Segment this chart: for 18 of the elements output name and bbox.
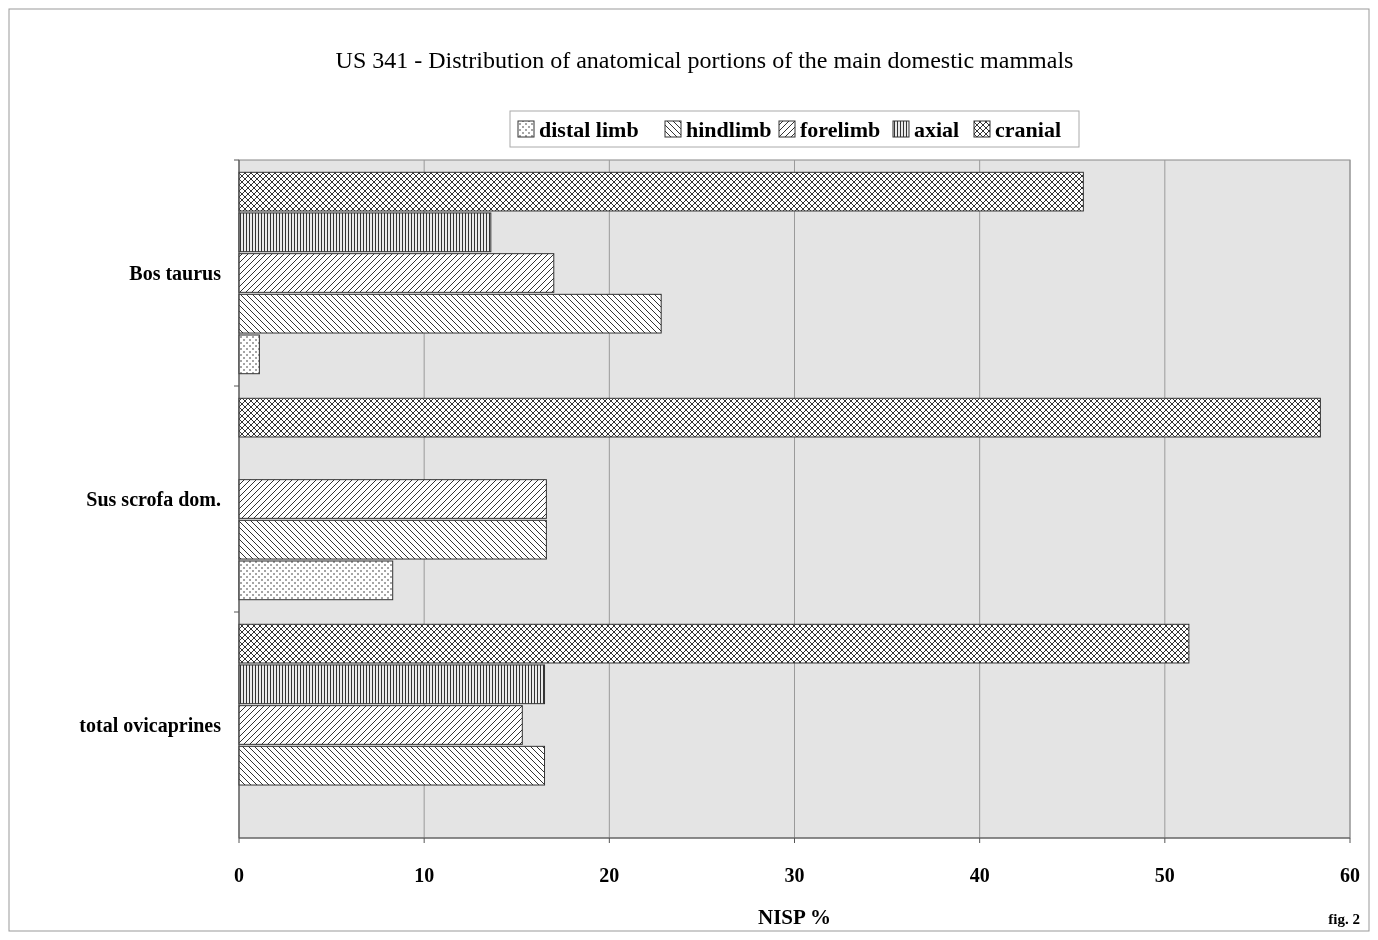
chart-title: US 341 - Distribution of anatomical portions of the main domestic mammals <box>335 47 1074 73</box>
legend-label: cranial <box>995 117 1061 142</box>
y-tick-label: Sus scrofa dom. <box>86 488 221 510</box>
legend-label: distal limb <box>539 117 639 142</box>
x-tick-label: 50 <box>1154 864 1175 886</box>
y-tick-label: total ovicaprines <box>79 714 222 737</box>
x-tick-label: 0 <box>234 864 244 886</box>
x-tick-label: 20 <box>599 864 620 886</box>
x-tick-label: 10 <box>414 864 435 886</box>
x-tick-label: 30 <box>784 864 805 886</box>
x-tick-label: 40 <box>969 864 990 886</box>
x-tick-label: 60 <box>1340 864 1360 886</box>
legend-label: forelimb <box>800 117 881 142</box>
legend-label: axial <box>914 117 960 142</box>
y-tick-label: Bos taurus <box>129 262 222 284</box>
legend-label: hindlimb <box>686 117 772 142</box>
x-axis-title: NISP % <box>758 905 831 929</box>
caption: fig. 2 <box>1328 911 1360 927</box>
